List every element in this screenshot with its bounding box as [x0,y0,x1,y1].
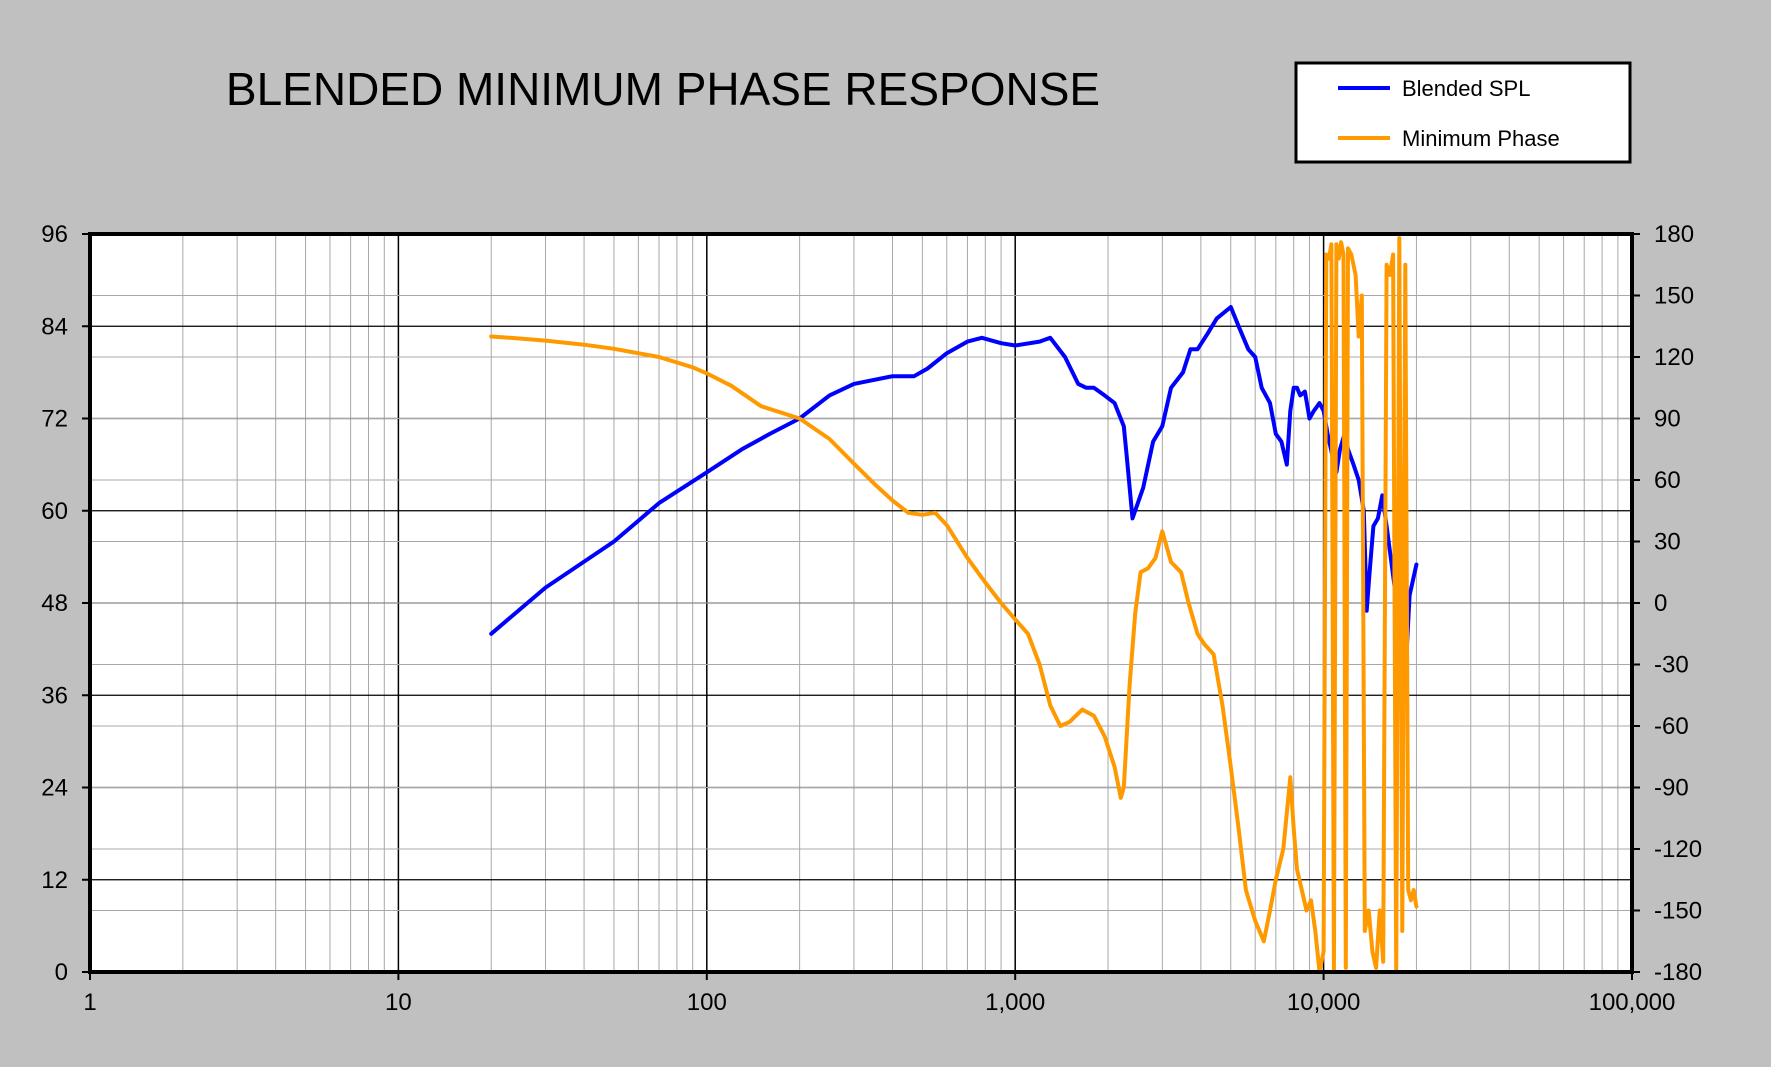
y-left-tick-label: 12 [41,867,68,894]
legend: Blended SPL Minimum Phase [1294,61,1632,164]
y-right-tick-label: 30 [1654,529,1681,556]
y-right-tick-label: -120 [1654,836,1702,863]
y-right-tick-label: -150 [1654,898,1702,925]
y-left-tick-label: 24 [41,775,68,802]
y-right-tick-label: 60 [1654,467,1681,494]
y-left-tick-label: 36 [41,682,68,709]
y-left-tick-label: 48 [41,590,68,617]
y-left-tick-label: 0 [55,959,68,986]
x-tick-label: 10,000 [1287,989,1360,1016]
y-right-tick-label: -60 [1654,713,1689,740]
x-tick-label: 1,000 [985,989,1045,1016]
blended-spl-line [489,305,1419,667]
series-layer [489,236,1419,974]
y-right-tick-label: 150 [1654,283,1694,310]
minimum-phase-line [489,236,1419,974]
y-left-tick-label: 60 [41,498,68,525]
x-tick-label: 100 [687,989,727,1016]
y-right-tick-label: 0 [1654,590,1667,617]
chart-title: BLENDED MINIMUM PHASE RESPONSE [226,63,1100,115]
y-right-tick-label: -30 [1654,652,1689,679]
y-right-tick-label: 120 [1654,344,1694,371]
x-tick-label: 10 [385,989,412,1016]
y-right-tick-label: 180 [1654,221,1694,248]
legend-blended-spl-label: Blended SPL [1402,76,1530,101]
y-right-tick-label: -90 [1654,775,1689,802]
y-left-tick-label: 96 [41,221,68,248]
y-left-tick-label: 84 [41,313,68,340]
y-left-tick-label: 72 [41,406,68,433]
legend-box [1294,61,1632,164]
x-tick-label: 1 [83,989,96,1016]
x-tick-label: 100,000 [1589,989,1676,1016]
legend-minimum-phase-label: Minimum Phase [1402,126,1560,151]
y-right-tick-label: 90 [1654,406,1681,433]
y-right-tick-label: -180 [1654,959,1702,986]
axes: 1 10 100 1,000 10,000 100,000 0 12 24 36 48 60 72 84 9… [41,221,1702,1016]
